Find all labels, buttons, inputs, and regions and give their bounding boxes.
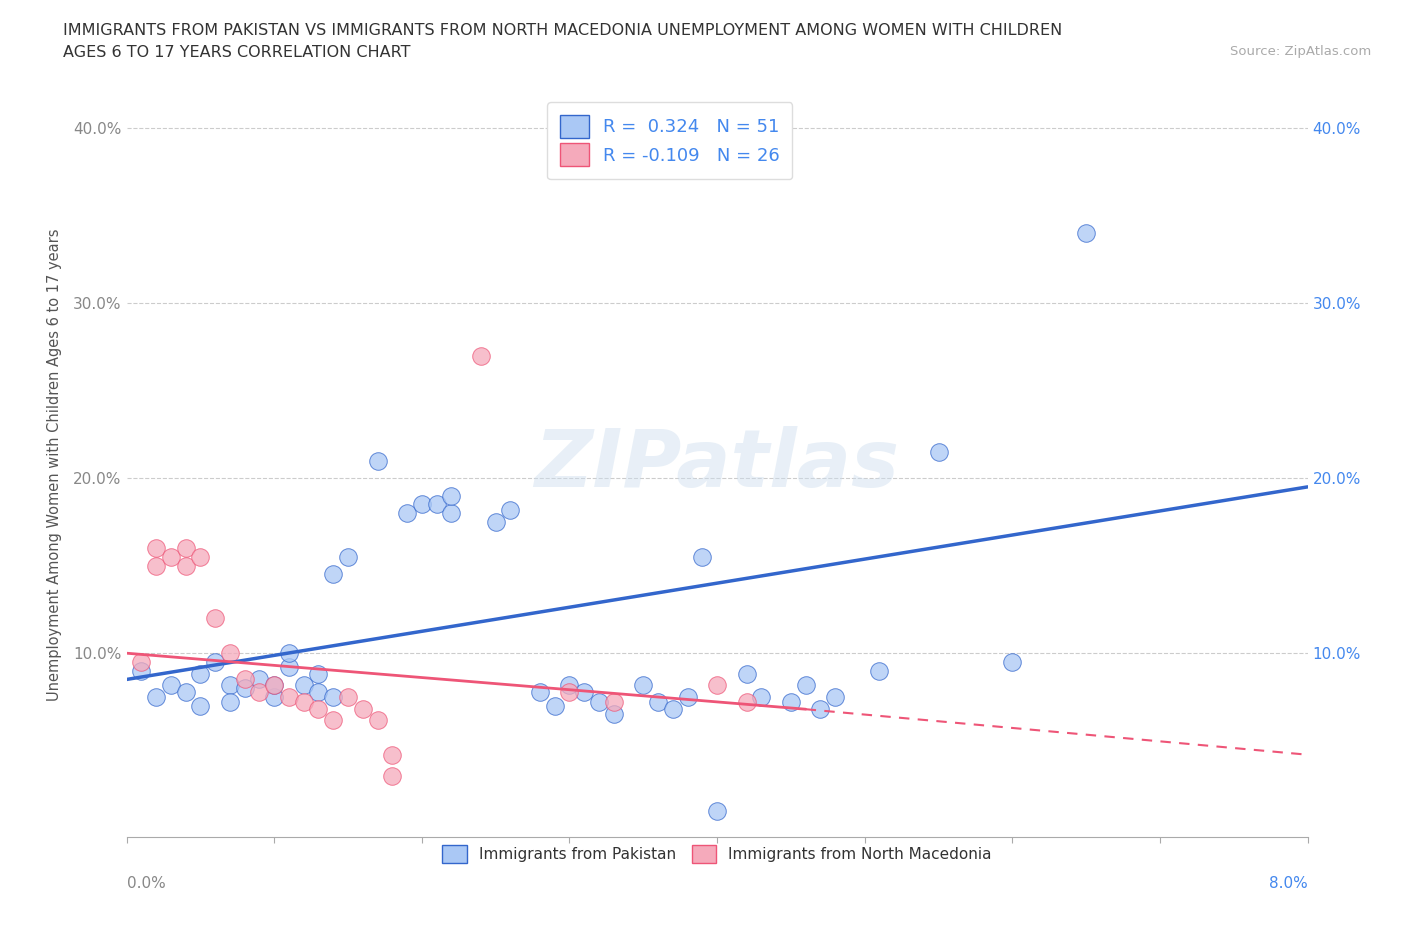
- Point: [263, 677, 285, 692]
- Point: [735, 667, 758, 682]
- Point: [676, 689, 699, 704]
- Point: [322, 712, 344, 727]
- Point: [706, 804, 728, 818]
- Point: [1001, 655, 1024, 670]
- Point: [603, 707, 626, 722]
- Point: [292, 695, 315, 710]
- Point: [352, 702, 374, 717]
- Point: [692, 550, 714, 565]
- Point: [219, 695, 242, 710]
- Point: [426, 497, 449, 512]
- Point: [661, 702, 683, 717]
- Text: Source: ZipAtlas.com: Source: ZipAtlas.com: [1230, 45, 1371, 58]
- Point: [188, 550, 212, 565]
- Point: [174, 540, 197, 555]
- Point: [278, 689, 301, 704]
- Point: [499, 502, 522, 517]
- Point: [249, 684, 271, 699]
- Point: [174, 684, 197, 699]
- Point: [233, 672, 256, 687]
- Point: [188, 698, 212, 713]
- Point: [470, 348, 492, 363]
- Point: [204, 611, 226, 626]
- Point: [588, 695, 610, 710]
- Point: [129, 655, 153, 670]
- Point: [810, 702, 832, 717]
- Point: [706, 677, 728, 692]
- Point: [543, 698, 565, 713]
- Point: [145, 689, 167, 704]
- Point: [219, 645, 242, 660]
- Point: [735, 695, 758, 710]
- Point: [263, 677, 285, 692]
- Point: [278, 659, 301, 674]
- Point: [558, 684, 581, 699]
- Point: [278, 645, 301, 660]
- Point: [396, 506, 419, 521]
- Point: [219, 677, 242, 692]
- Point: [381, 768, 404, 783]
- Point: [794, 677, 817, 692]
- Point: [574, 684, 596, 699]
- Point: [824, 689, 846, 704]
- Point: [751, 689, 773, 704]
- Point: [204, 655, 226, 670]
- Point: [307, 667, 329, 682]
- Point: [440, 488, 463, 503]
- Point: [145, 540, 167, 555]
- Point: [145, 558, 167, 573]
- Point: [367, 712, 389, 727]
- Point: [307, 702, 329, 717]
- Point: [160, 677, 183, 692]
- Point: [249, 672, 271, 687]
- Point: [337, 550, 360, 565]
- Text: 8.0%: 8.0%: [1268, 875, 1308, 891]
- Point: [381, 748, 404, 763]
- Point: [233, 681, 256, 696]
- Point: [529, 684, 551, 699]
- Point: [928, 445, 950, 459]
- Point: [647, 695, 669, 710]
- Point: [603, 695, 626, 710]
- Point: [263, 689, 285, 704]
- Point: [367, 453, 389, 468]
- Point: [322, 689, 344, 704]
- Text: 0.0%: 0.0%: [127, 875, 166, 891]
- Point: [160, 550, 183, 565]
- Point: [1076, 226, 1098, 241]
- Text: IMMIGRANTS FROM PAKISTAN VS IMMIGRANTS FROM NORTH MACEDONIA UNEMPLOYMENT AMONG W: IMMIGRANTS FROM PAKISTAN VS IMMIGRANTS F…: [63, 23, 1063, 38]
- Y-axis label: Unemployment Among Women with Children Ages 6 to 17 years: Unemployment Among Women with Children A…: [46, 229, 62, 701]
- Point: [484, 514, 508, 529]
- Point: [558, 677, 581, 692]
- Legend: Immigrants from Pakistan, Immigrants from North Macedonia: Immigrants from Pakistan, Immigrants fro…: [434, 837, 1000, 870]
- Point: [633, 677, 655, 692]
- Point: [869, 663, 891, 678]
- Text: AGES 6 TO 17 YEARS CORRELATION CHART: AGES 6 TO 17 YEARS CORRELATION CHART: [63, 45, 411, 60]
- Point: [292, 677, 315, 692]
- Point: [188, 667, 212, 682]
- Point: [779, 695, 801, 710]
- Point: [322, 567, 344, 582]
- Point: [129, 663, 153, 678]
- Point: [411, 497, 433, 512]
- Point: [440, 506, 463, 521]
- Point: [174, 558, 197, 573]
- Text: ZIPatlas: ZIPatlas: [534, 426, 900, 504]
- Point: [307, 684, 329, 699]
- Point: [337, 689, 360, 704]
